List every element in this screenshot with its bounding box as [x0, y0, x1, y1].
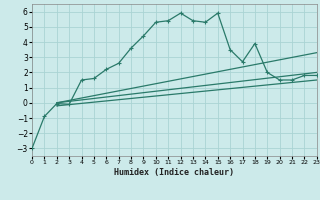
X-axis label: Humidex (Indice chaleur): Humidex (Indice chaleur) [115, 168, 234, 177]
